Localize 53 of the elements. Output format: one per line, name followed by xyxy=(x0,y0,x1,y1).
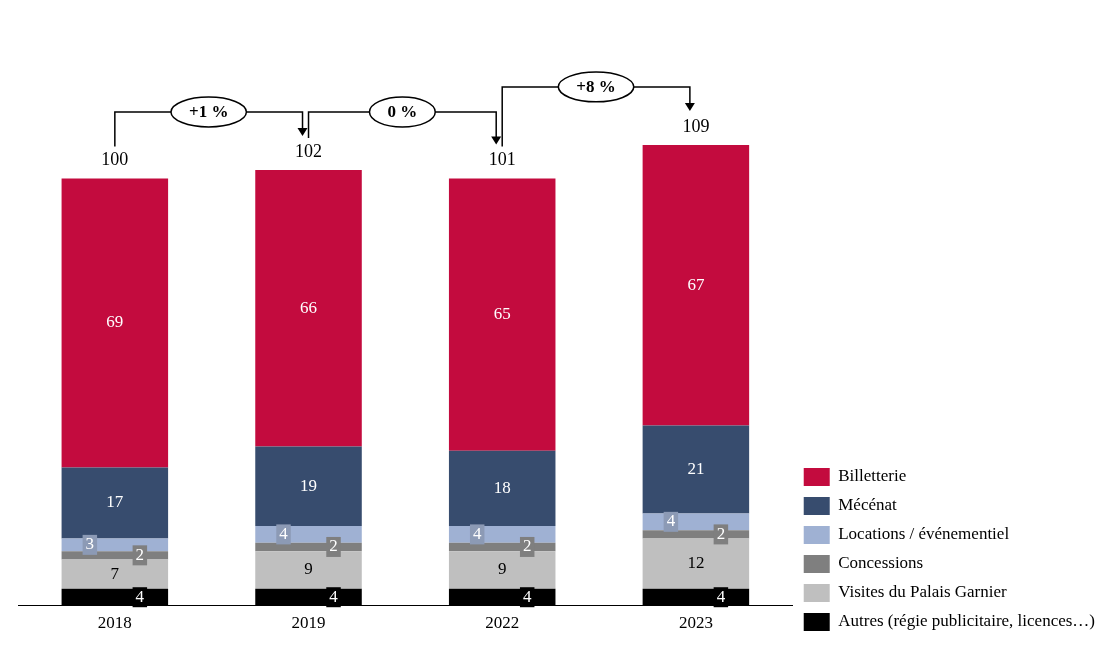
bar xyxy=(61,559,169,589)
legend-label: Locations / événementiel xyxy=(838,524,1010,544)
legend-label: Billetterie xyxy=(838,466,907,486)
legend-label: Autres (régie publicitaire, licences…) xyxy=(838,611,1095,631)
legend-label: Concessions xyxy=(838,553,924,573)
data-label: 19 xyxy=(300,475,318,495)
bar xyxy=(255,551,362,589)
data-label: 4 xyxy=(472,523,482,543)
bar xyxy=(61,178,169,468)
data-label: 69 xyxy=(106,312,124,332)
bar xyxy=(642,538,750,589)
data-label: 66 xyxy=(300,297,318,317)
data-label: 18 xyxy=(493,477,511,497)
data-label: 2 xyxy=(716,523,726,543)
x-tick-label: 2022 xyxy=(485,613,520,633)
data-label: 4 xyxy=(329,586,339,606)
bar xyxy=(642,425,750,514)
bar xyxy=(255,446,362,527)
x-tick-label: 2018 xyxy=(97,613,132,633)
data-label: 2 xyxy=(329,536,338,556)
text: +1 % xyxy=(188,102,229,122)
data-label: 9 xyxy=(497,559,507,579)
data-label: 4 xyxy=(716,586,726,606)
legend-label: Visites du Palais Garnier xyxy=(838,582,1008,602)
text: +8 % xyxy=(576,77,616,97)
total-label: 109 xyxy=(682,115,710,136)
bar xyxy=(448,178,556,451)
legend-label: Mécénat xyxy=(838,495,898,515)
data-label: 12 xyxy=(687,553,705,573)
bar xyxy=(642,144,750,426)
total-label: 102 xyxy=(295,140,323,161)
data-label: 4 xyxy=(279,523,289,543)
data-label: 9 xyxy=(304,559,313,579)
data-label: 7 xyxy=(110,563,120,583)
data-label: 65 xyxy=(493,303,511,323)
total-label: 101 xyxy=(488,149,516,170)
x-tick-label: 2023 xyxy=(678,613,713,633)
bar xyxy=(255,170,362,447)
data-label: 4 xyxy=(666,511,676,531)
data-label: 21 xyxy=(687,458,705,478)
bar xyxy=(61,467,169,539)
data-label: 2 xyxy=(135,544,145,564)
data-label: 17 xyxy=(106,492,124,512)
bar xyxy=(448,450,556,527)
data-label: 2 xyxy=(522,536,532,556)
data-label: 67 xyxy=(687,274,705,294)
bar xyxy=(448,551,556,589)
data-label: 4 xyxy=(522,586,532,606)
data-label: 3 xyxy=(85,534,95,554)
data-label: 4 xyxy=(135,586,145,606)
x-tick-label: 2019 xyxy=(291,613,326,633)
text: 0 % xyxy=(387,102,418,122)
total-label: 100 xyxy=(101,149,129,170)
